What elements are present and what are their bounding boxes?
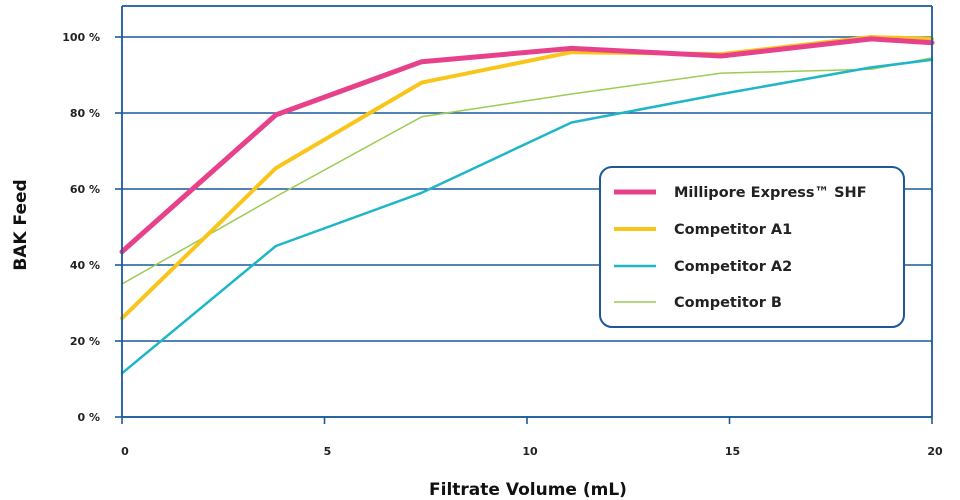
series-line-0 [119,36,935,255]
x-tick-label: 10 [522,445,538,458]
y-tick-label: 40 % [70,259,100,272]
axes [115,5,933,424]
y-tick-label: 0 % [77,411,100,424]
legend-label-0: Millipore Express™ SHF [674,185,867,201]
y-tick-label: 80 % [70,107,100,120]
series-lines [119,35,935,375]
legend-label-2: Competitor A2 [674,259,792,275]
legend-box [599,166,905,328]
legend: Millipore Express™ SHF Competitor A1 Compe… [599,166,905,328]
x-tick-labels: 0 5 10 15 20 [121,445,943,458]
x-tick-label: 20 [927,445,943,458]
x-tick-label: 5 [324,445,332,458]
x-axis-title: Filtrate Volume (mL) [429,480,627,500]
x-tick-label: 15 [725,445,740,458]
legend-label-1: Competitor A1 [674,222,792,238]
y-tick-label: 60 % [70,183,100,196]
x-tick-label: 0 [121,445,129,458]
legend-label-3: Competitor B [674,295,782,311]
series-line-2 [120,58,934,375]
series-line-3 [121,57,933,285]
y-tick-label: 20 % [70,335,100,348]
y-tick-labels: 0 % 20 % 40 % 60 % 80 % 100 % [62,31,100,424]
y-tick-label: 100 % [62,31,100,44]
y-axis-title: BAK Feed [11,179,31,270]
